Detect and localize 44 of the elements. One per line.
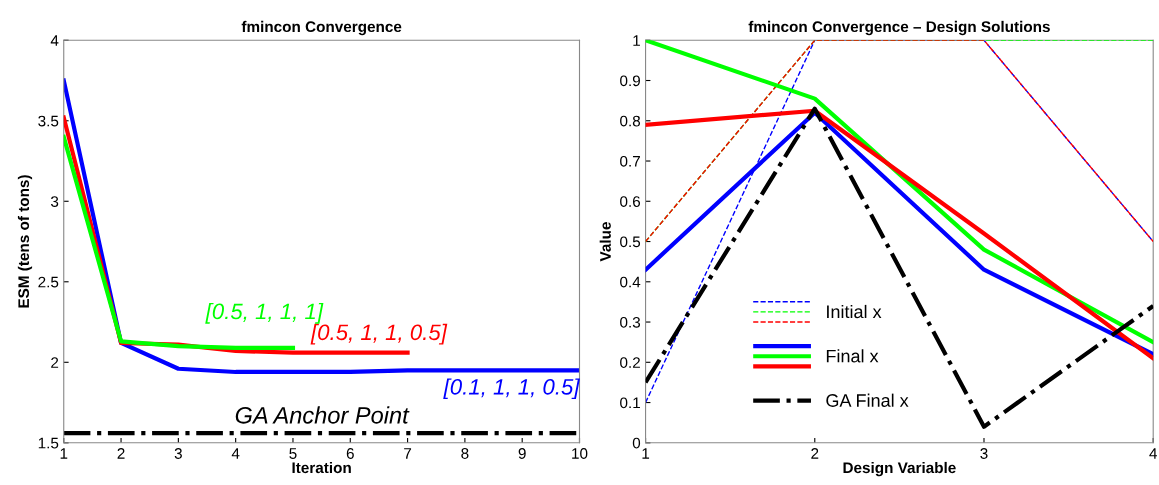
x-tick-label: 8 <box>461 448 469 459</box>
y-tick-label: 0.7 <box>620 155 640 167</box>
y-tick-label: 0 <box>632 437 641 449</box>
chart-title: fmincon Convergence <box>241 20 402 36</box>
y-tick-label: 0.9 <box>620 75 640 87</box>
x-tick-label: 5 <box>289 448 297 459</box>
x-tick-label: 6 <box>346 448 354 459</box>
legend-label: GA Final x <box>826 393 909 407</box>
x-tick-label: 3 <box>174 448 182 459</box>
series-label: [0.1, 1, 1, 0.5] <box>443 378 580 400</box>
y-tick-label: 2.5 <box>38 276 59 288</box>
x-tick-label: 3 <box>980 448 988 459</box>
y-axis-title: ESM (tens of tons) <box>17 175 33 308</box>
y-tick-label: 1 <box>633 35 640 46</box>
y-tick-label: 1.5 <box>38 437 59 449</box>
x-tick-label: 10 <box>572 448 588 459</box>
x-tick-label: 1 <box>642 448 650 459</box>
legend-label: Final x <box>826 349 879 363</box>
series-label: [0.5, 1, 1, 0.5] <box>310 323 448 345</box>
y-tick-label: 3.5 <box>38 115 59 127</box>
chart-title: fmincon Convergence – Design Solutions <box>748 20 1050 36</box>
y-tick-label: 0.6 <box>620 196 641 207</box>
y-tick-label: 2 <box>51 357 59 368</box>
y-tick-label: 0.1 <box>620 397 640 409</box>
y-tick-label: 0.5 <box>620 236 641 248</box>
x-tick-label: 2 <box>117 448 125 459</box>
y-tick-label: 0.2 <box>620 357 640 368</box>
y-axis-title: Value <box>599 222 611 262</box>
x-tick-label: 9 <box>518 448 526 459</box>
x-tick-label: 2 <box>811 448 819 459</box>
x-axis-title: Iteration <box>292 461 351 474</box>
x-tick-label: 4 <box>1149 448 1158 459</box>
legend-label: Initial x <box>827 304 882 319</box>
x-axis-title: Design Variable <box>843 461 956 477</box>
ref-line-label: GA Anchor Point <box>235 406 410 424</box>
series-label: [0.5, 1, 1, 1] <box>205 302 324 324</box>
y-tick-label: 3 <box>50 196 59 207</box>
y-tick-label: 0.3 <box>620 316 641 328</box>
y-tick-label: 4 <box>50 35 59 46</box>
y-tick-label: 0.8 <box>620 115 641 127</box>
x-tick-label: 7 <box>404 448 412 459</box>
y-tick-label: 0.4 <box>620 276 641 288</box>
x-tick-label: 1 <box>60 448 68 459</box>
x-tick-label: 4 <box>231 448 240 459</box>
